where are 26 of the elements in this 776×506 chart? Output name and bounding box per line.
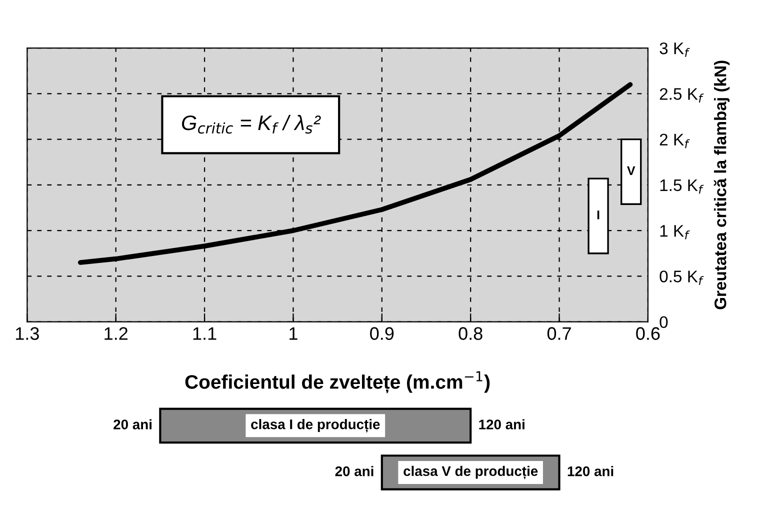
x-tick-label: 1.1	[193, 327, 216, 340]
y-tick-label: 2 K$_{f}$	[660, 134, 690, 148]
annotation: G$_{critic}$ = K$_{f}$ / λ$_{s}$²	[182, 114, 321, 134]
x-tick-label: 1	[290, 327, 298, 340]
x-tick-label: 0.9	[370, 327, 394, 340]
x-tick-label: 0.6	[636, 327, 660, 340]
y-tick-label: 1.5 K$_{f}$	[660, 179, 704, 194]
data-label: I	[597, 210, 600, 220]
data-label: V	[627, 166, 636, 175]
x-tick-label: 1.3	[16, 327, 39, 340]
x-tick-label: 1.2	[104, 327, 128, 340]
x-axis-title: Coeficientul de zveltețe (m.cm$^{−1}$)	[185, 371, 490, 394]
y-tick-label: 2.5 K$_{f}$	[660, 88, 704, 102]
y-tick-label: 0	[660, 316, 668, 328]
data-label: clasa I de producție	[251, 419, 380, 432]
y-axis-title: Greutatea critică la flambaj (kN)	[714, 60, 730, 310]
annotation: 20 ani	[335, 466, 374, 476]
annotation: 120 ani	[568, 466, 614, 476]
x-tick-label: 0.7	[547, 327, 571, 340]
data-label: clasa V de producție	[404, 466, 538, 480]
annotation: 120 ani	[479, 419, 524, 430]
y-tick-label: 3 K$_{f}$	[660, 42, 690, 57]
annotation: 20 ani	[114, 419, 152, 430]
y-tick-label: 0.5 K$_{f}$	[660, 270, 704, 285]
y-tick-label: 1 K$_{f}$	[660, 225, 690, 240]
x-tick-label: 0.8	[458, 327, 482, 340]
